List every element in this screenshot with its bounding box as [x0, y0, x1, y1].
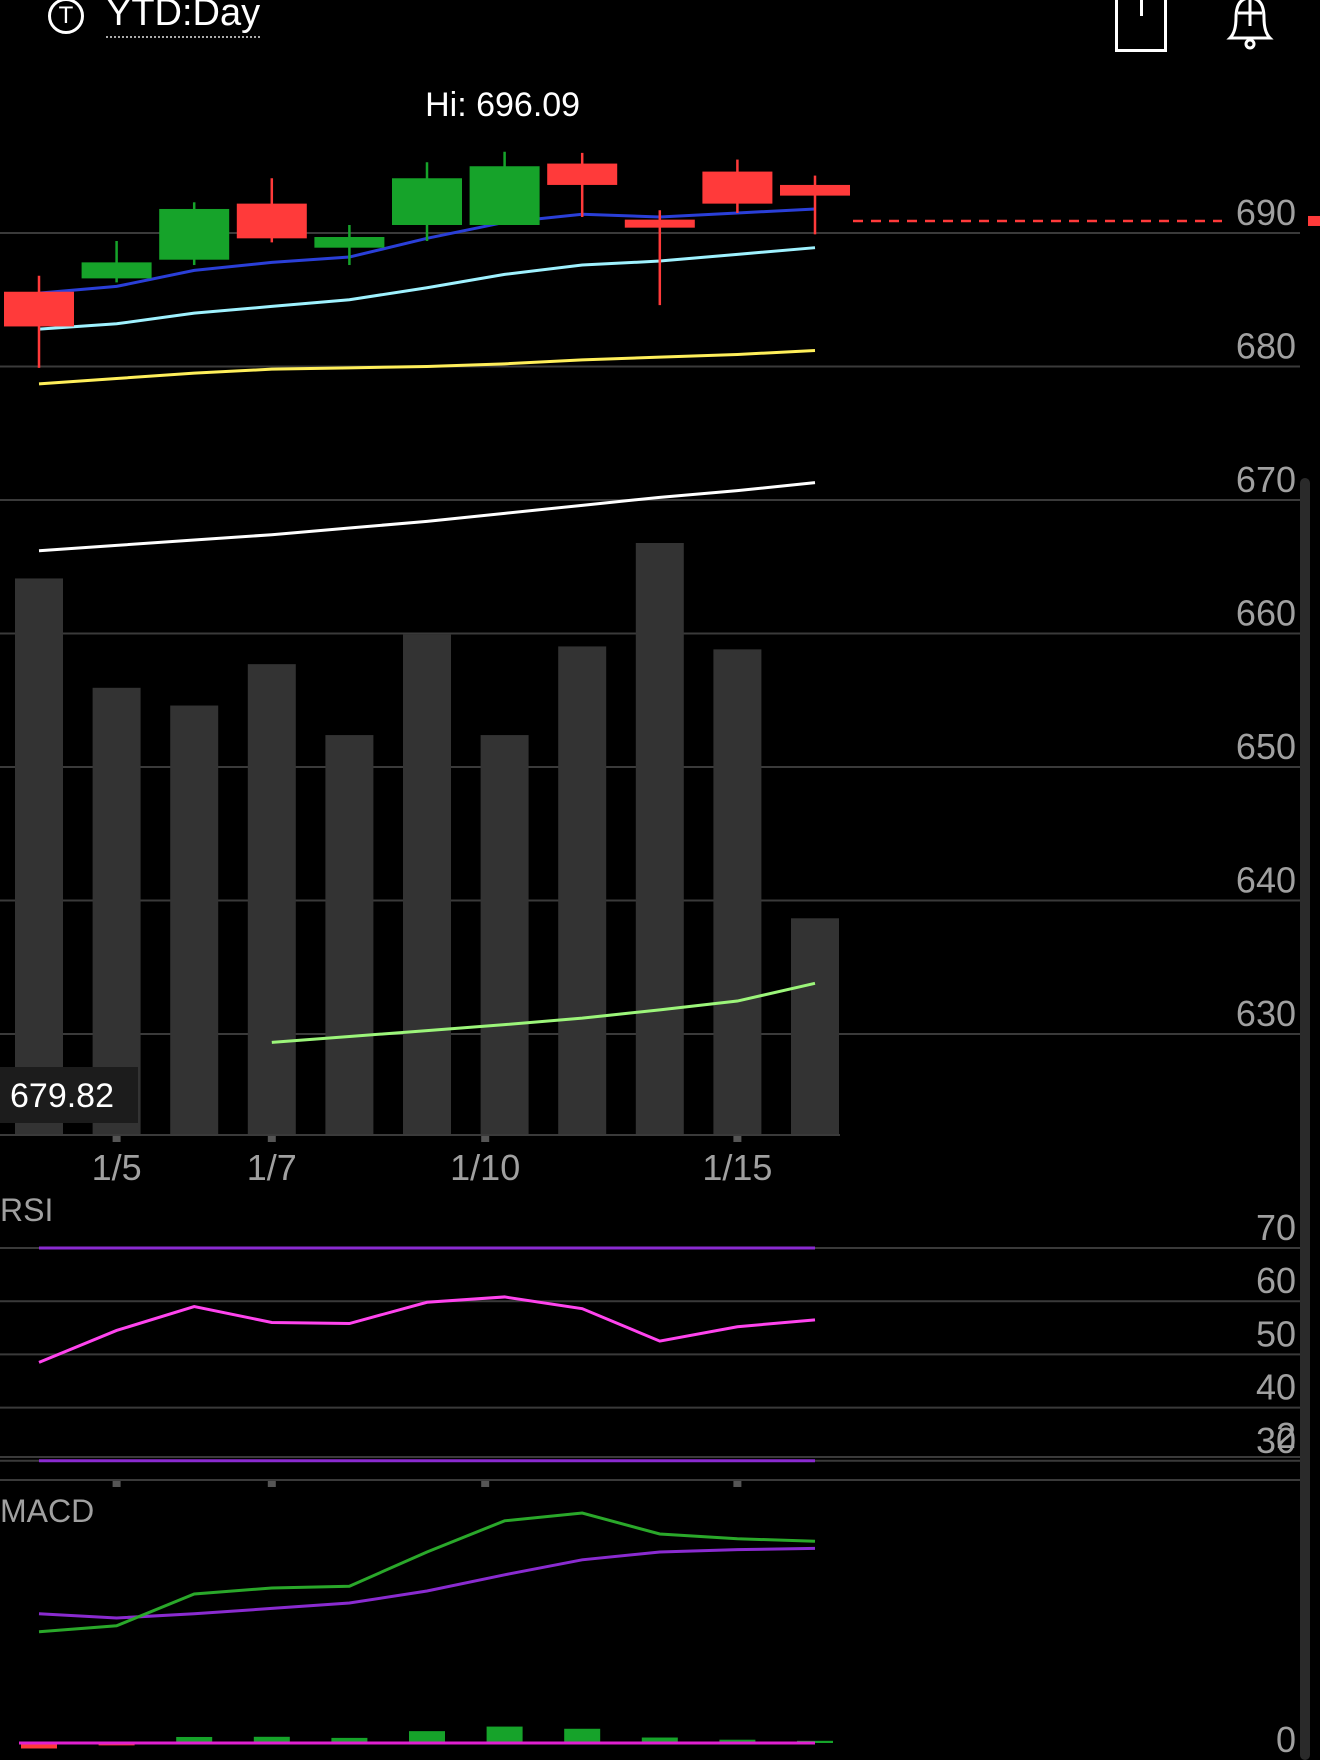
rsi-axis-label: 40 — [1256, 1367, 1296, 1408]
candle-body — [624, 219, 695, 228]
rsi-x-tick — [267, 1481, 276, 1487]
volume-bar — [325, 735, 374, 1134]
price-axis-label: 650 — [1236, 726, 1296, 767]
macd-axis-label: 2 — [1276, 1415, 1296, 1456]
high-price-label: Hi: 696.09 — [425, 86, 580, 124]
rsi-axis-label: 50 — [1256, 1313, 1296, 1354]
price-ma-line — [38, 481, 816, 553]
volume-bar — [15, 578, 63, 1134]
macd-histogram-bar — [176, 1736, 213, 1743]
volume-bar — [713, 649, 762, 1134]
price-axis-label: 630 — [1236, 993, 1296, 1034]
candle-body — [4, 291, 74, 327]
chart-header: T YTD:Day — [0, 0, 1320, 60]
macd-histogram-bar — [641, 1737, 678, 1743]
macd-signal-line — [38, 1546, 816, 1620]
candle-body — [780, 184, 850, 196]
candle-body — [392, 178, 462, 225]
macd-histogram-bar — [719, 1739, 756, 1743]
rsi-x-tick — [733, 1481, 742, 1487]
candle-body — [702, 171, 773, 204]
volume-bar — [170, 705, 219, 1134]
rsi-title: RSI — [0, 1192, 53, 1228]
price-axis-label: 680 — [1236, 326, 1296, 367]
x-axis-label: 1/5 — [92, 1147, 142, 1188]
macd-axis-label: 0 — [1276, 1719, 1296, 1760]
price-axis-label: 670 — [1236, 459, 1296, 500]
rsi-line — [38, 1295, 816, 1364]
volume-ma-line — [271, 981, 816, 1044]
macd-histogram-bar — [486, 1726, 523, 1743]
price-ma-line — [38, 348, 816, 386]
price-axis-label: 660 — [1236, 593, 1296, 634]
alert-bell-icon[interactable] — [1220, 0, 1280, 54]
x-axis-label: 1/15 — [702, 1147, 772, 1188]
macd-histogram-bar — [409, 1731, 445, 1743]
volume-bar — [92, 687, 141, 1134]
range-selector[interactable]: YTD:Day — [106, 0, 261, 38]
price-axis-label: 690 — [1236, 192, 1296, 233]
rsi-axis-label: 30 — [1256, 1420, 1296, 1461]
macd-histogram-bar — [331, 1737, 368, 1743]
candle-body — [236, 203, 307, 239]
x-axis-tick — [481, 1136, 490, 1142]
x-axis-tick — [112, 1136, 121, 1142]
x-axis-tick — [267, 1136, 276, 1142]
volume-bar — [558, 646, 607, 1134]
ticker-icon[interactable]: T — [48, 0, 84, 34]
x-axis-label: 1/10 — [450, 1147, 520, 1188]
candle-body — [81, 262, 152, 279]
price-ma-line — [38, 246, 816, 331]
scrollbar[interactable] — [1300, 478, 1310, 1760]
macd-line — [38, 1511, 816, 1634]
last-close-box — [0, 1067, 138, 1123]
rsi-x-tick — [481, 1481, 490, 1487]
share-icon[interactable] — [1115, 0, 1167, 52]
candle-body — [314, 237, 385, 248]
volume-bar — [791, 918, 839, 1134]
macd-histogram-bar — [21, 1743, 57, 1749]
rsi-x-tick — [112, 1481, 121, 1487]
volume-bar — [403, 634, 451, 1134]
x-axis-tick — [733, 1136, 742, 1142]
x-axis-label: 1/7 — [247, 1147, 297, 1188]
current-price-marker — [1308, 215, 1320, 226]
macd-histogram-bar — [564, 1728, 601, 1743]
last-close-label: 679.82 — [10, 1077, 114, 1115]
macd-histogram-bar — [253, 1736, 290, 1743]
rsi-axis-label: 60 — [1256, 1260, 1296, 1301]
volume-bar — [480, 735, 529, 1134]
volume-bar — [247, 664, 296, 1134]
volume-bar — [635, 543, 684, 1134]
macd-title: MACD — [0, 1493, 94, 1529]
candle-body — [547, 163, 618, 185]
candle-body — [159, 208, 230, 260]
rsi-axis-label: 70 — [1256, 1207, 1296, 1248]
candle-body — [469, 166, 540, 225]
price-axis-label: 640 — [1236, 860, 1296, 901]
